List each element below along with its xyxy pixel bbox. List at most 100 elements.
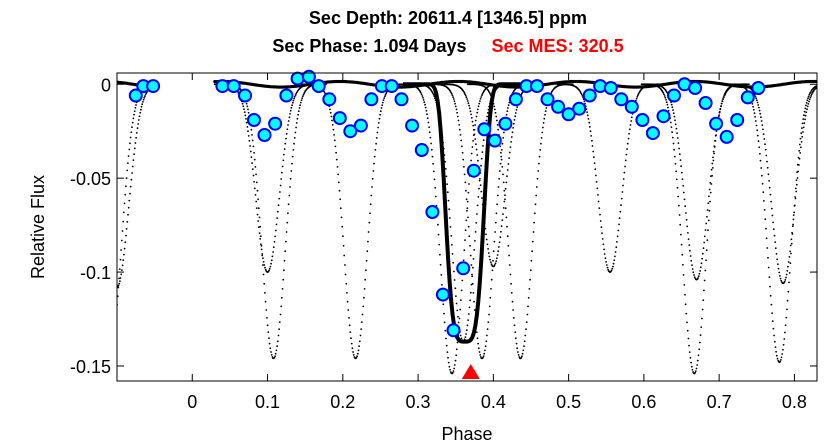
raw-point <box>532 231 535 233</box>
raw-point <box>129 142 131 145</box>
raw-point <box>422 96 424 99</box>
raw-point <box>70 83 72 85</box>
raw-point <box>285 231 288 233</box>
raw-point <box>779 360 782 363</box>
raw-point <box>615 246 618 249</box>
binned-point <box>238 88 252 103</box>
binned-point <box>405 118 420 133</box>
raw-point <box>603 253 606 255</box>
raw-point <box>754 120 757 122</box>
raw-point <box>107 238 109 240</box>
raw-point <box>69 84 71 86</box>
raw-point <box>280 296 283 299</box>
raw-point <box>594 168 597 171</box>
raw-point <box>486 112 489 114</box>
raw-point <box>702 247 705 250</box>
raw-point <box>785 273 788 276</box>
raw-point <box>721 100 724 103</box>
raw-point <box>782 348 784 351</box>
raw-point <box>758 106 760 109</box>
raw-point <box>253 158 256 161</box>
raw-point <box>89 98 91 100</box>
raw-point <box>534 203 537 206</box>
raw-point <box>495 115 498 118</box>
binned-point <box>740 90 755 105</box>
raw-point <box>293 97 295 100</box>
raw-point <box>540 137 543 139</box>
raw-point <box>676 132 678 135</box>
raw-point <box>345 282 348 285</box>
raw-point <box>107 352 109 354</box>
raw-point <box>510 292 513 294</box>
raw-point <box>486 334 488 337</box>
raw-point <box>612 262 615 265</box>
binned-point <box>226 79 241 94</box>
raw-point <box>691 264 693 266</box>
raw-point <box>56 83 58 85</box>
raw-point <box>272 246 275 249</box>
raw-point <box>760 120 763 122</box>
raw-point <box>425 109 428 112</box>
raw-point <box>620 204 622 207</box>
raw-point <box>678 214 681 216</box>
binned-point <box>572 101 587 116</box>
raw-point <box>662 92 665 94</box>
axes-box <box>116 72 818 382</box>
raw-point <box>58 83 60 85</box>
raw-point <box>96 234 98 236</box>
raw-point <box>799 137 802 140</box>
raw-point <box>672 109 674 111</box>
raw-point <box>628 132 630 135</box>
raw-point <box>104 336 106 338</box>
raw-point <box>284 250 287 253</box>
raw-point <box>471 282 474 285</box>
raw-point <box>83 108 85 110</box>
raw-point <box>784 279 787 281</box>
raw-point <box>599 220 602 222</box>
x-tick-label: 0.1 <box>255 392 280 412</box>
raw-point <box>795 179 798 182</box>
raw-point <box>89 96 91 98</box>
binned-point <box>667 88 681 103</box>
raw-point <box>339 207 342 210</box>
raw-point <box>676 186 679 189</box>
raw-point <box>466 98 468 100</box>
raw-point <box>714 134 717 137</box>
raw-point <box>285 137 287 140</box>
raw-point <box>121 264 124 267</box>
raw-point <box>127 206 130 209</box>
raw-point <box>81 86 83 88</box>
raw-point <box>84 89 86 91</box>
raw-point <box>291 104 293 107</box>
raw-point <box>252 174 255 177</box>
raw-point <box>701 257 703 260</box>
binned-point <box>394 92 409 107</box>
raw-point <box>787 290 790 293</box>
raw-point <box>81 100 83 102</box>
raw-point <box>752 105 754 108</box>
raw-point <box>88 145 90 147</box>
raw-point <box>822 84 824 86</box>
raw-point <box>455 354 458 357</box>
raw-point <box>77 84 79 86</box>
y-tick-label: -0.1 <box>80 263 111 283</box>
raw-point <box>287 120 290 122</box>
raw-point <box>771 320 774 322</box>
x-tick-label: 0.3 <box>406 392 431 412</box>
raw-point <box>270 259 273 262</box>
raw-point <box>343 254 346 257</box>
raw-point <box>424 106 427 109</box>
raw-point <box>119 277 122 279</box>
raw-point <box>270 262 272 265</box>
raw-point <box>806 108 808 111</box>
raw-point <box>703 235 706 238</box>
raw-point <box>70 84 72 86</box>
raw-point <box>143 96 146 99</box>
raw-point <box>766 160 768 163</box>
raw-point <box>469 299 472 302</box>
raw-point <box>697 354 700 357</box>
chart-title-line-1: Sec Depth: 20611.4 [1346.5] ppm <box>309 8 587 28</box>
raw-point <box>754 116 756 118</box>
raw-point <box>462 259 465 262</box>
raw-point <box>371 177 374 180</box>
